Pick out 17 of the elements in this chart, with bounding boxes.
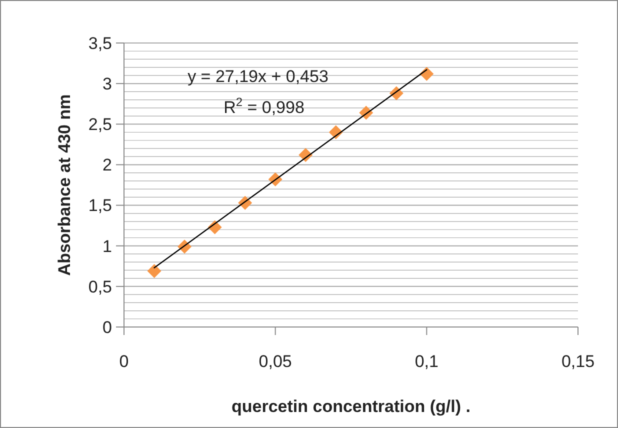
y-tick-label: 1,5	[88, 196, 112, 216]
y-axis-title: Absorbance at 430 nm	[55, 94, 74, 276]
x-axis-title: quercetin concentration (g/l) .	[232, 397, 470, 416]
y-tick-label: 0	[102, 318, 112, 337]
x-tick-label: 0	[119, 352, 129, 371]
y-tick-label: 2	[102, 156, 112, 175]
x-tick-label: 0,15	[561, 352, 595, 371]
annotation: R$^{2}$ = 0,998	[224, 95, 304, 117]
y-tick-label: 0,5	[88, 277, 112, 296]
x-tick-label: 0,05	[258, 352, 292, 371]
y-tick-label: 1	[102, 236, 112, 256]
x-tick-label: 0,1	[414, 352, 438, 371]
y-tick-label: 3,5	[88, 34, 112, 53]
y-tick-label: 2,5	[88, 115, 112, 134]
y-tick-label: 3	[102, 74, 112, 94]
point	[147, 264, 162, 278]
annotation: y = 27,19x + 0,453	[188, 67, 328, 86]
